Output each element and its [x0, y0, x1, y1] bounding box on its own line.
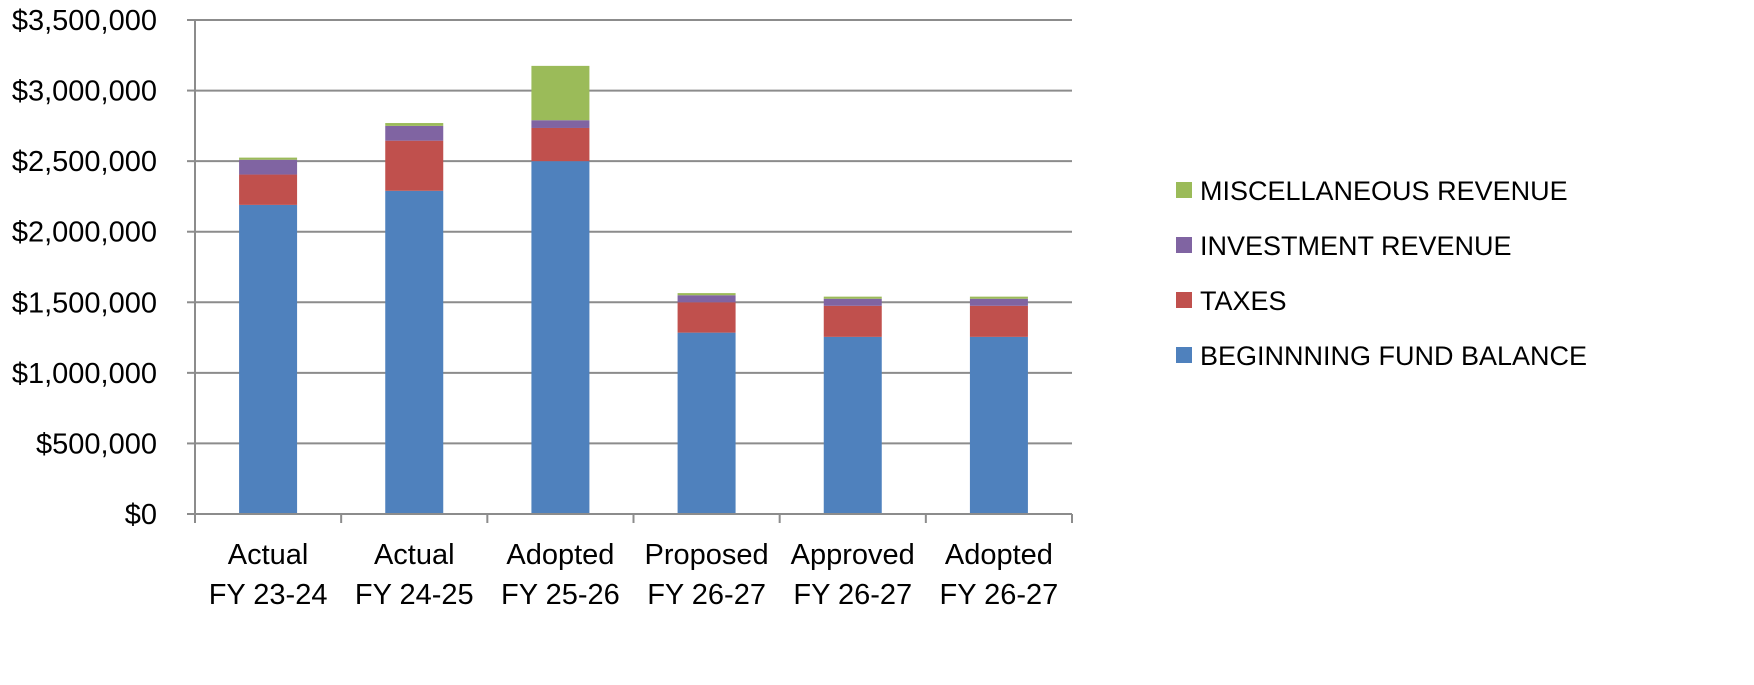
- gridlines: [195, 19, 1072, 445]
- x-category-label: FY 26-27: [647, 579, 766, 611]
- bar-segment-miscellaneous-revenue-0: [239, 157, 298, 160]
- x-category-label: FY 24-25: [355, 579, 474, 611]
- bar-segment-investment-revenue-5: [969, 298, 1028, 306]
- y-tick-label: $3,500,000: [12, 5, 157, 37]
- bar-segment-taxes-1: [385, 140, 444, 191]
- x-category-label: FY 26-27: [793, 579, 912, 611]
- bar-segment-miscellaneous-revenue-2: [531, 65, 590, 121]
- y-tick-label: $2,000,000: [12, 217, 157, 249]
- x-category-label: Adopted: [945, 539, 1053, 571]
- legend-swatch: [1176, 292, 1192, 308]
- y-tick-label: $3,000,000: [12, 76, 157, 108]
- y-tick-label: $0: [125, 499, 157, 531]
- legend-label: TAXES: [1200, 286, 1287, 316]
- bar-segment-beginnning-fund-balance-2: [531, 161, 590, 514]
- y-axis-tick-labels: $0 $500,000 $1,000,000 $1,500,000 $2,000,000…: [12, 5, 157, 531]
- x-category-label: Proposed: [645, 539, 769, 571]
- bar-segment-beginnning-fund-balance-3: [677, 332, 736, 514]
- y-tick-label: $2,500,000: [12, 146, 157, 178]
- bar-segment-taxes-2: [531, 127, 590, 162]
- legend-swatch: [1176, 237, 1192, 253]
- x-category-label: FY 23-24: [209, 579, 328, 611]
- x-category-label: FY 26-27: [940, 579, 1059, 611]
- x-category-label: Actual: [228, 539, 309, 571]
- bar-segment-beginnning-fund-balance-0: [239, 204, 298, 514]
- x-category-label: Adopted: [506, 539, 614, 571]
- legend-swatch: [1176, 182, 1192, 198]
- legend-swatch: [1176, 347, 1192, 363]
- y-tick-label: $1,500,000: [12, 287, 157, 319]
- x-category-label: FY 25-26: [501, 579, 620, 611]
- bar-segment-taxes-3: [677, 302, 736, 333]
- bar-segment-miscellaneous-revenue-4: [823, 296, 882, 299]
- y-tick-label: $1,000,000: [12, 358, 157, 390]
- bar-segment-miscellaneous-revenue-1: [385, 123, 444, 126]
- legend: MISCELLANEOUS REVENUE INVESTMENT REVENUE T…: [1176, 176, 1587, 371]
- bar-segment-taxes-4: [823, 305, 882, 337]
- x-category-label: Actual: [374, 539, 455, 571]
- bar-segment-investment-revenue-2: [531, 120, 590, 128]
- bar-segment-taxes-0: [239, 174, 298, 205]
- bar-segment-beginnning-fund-balance-1: [385, 190, 444, 515]
- x-axis-category-labels: Actual FY 23-24 Actual FY 24-25 Adopted FY 25…: [209, 539, 1059, 611]
- bar-segment-investment-revenue-0: [239, 159, 298, 175]
- bars: [239, 65, 1028, 515]
- x-category-label: Approved: [791, 539, 915, 571]
- legend-label: BEGINNNING FUND BALANCE: [1200, 341, 1587, 371]
- bar-segment-investment-revenue-1: [385, 125, 444, 141]
- legend-label: MISCELLANEOUS REVENUE: [1200, 176, 1568, 206]
- legend-label: INVESTMENT REVENUE: [1200, 231, 1512, 261]
- y-tick-label: $500,000: [36, 428, 157, 460]
- bar-segment-beginnning-fund-balance-4: [823, 336, 882, 514]
- bar-segment-miscellaneous-revenue-3: [677, 293, 736, 296]
- bar-segment-investment-revenue-3: [677, 295, 736, 303]
- bar-segment-beginnning-fund-balance-5: [969, 336, 1028, 514]
- bar-segment-taxes-5: [969, 305, 1028, 337]
- bar-segment-investment-revenue-4: [823, 298, 882, 306]
- bar-segment-miscellaneous-revenue-5: [969, 296, 1028, 299]
- axes: [187, 19, 1073, 523]
